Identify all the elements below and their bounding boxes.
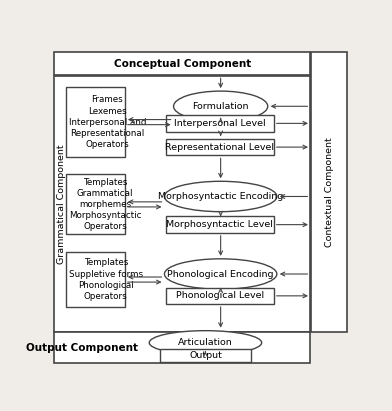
Text: Frames
Lexemes
Interpersonal and
Representational
Operators: Frames Lexemes Interpersonal and Represe… [69,95,146,149]
FancyBboxPatch shape [166,288,274,304]
FancyBboxPatch shape [311,53,347,332]
Text: Templates
Suppletive forms
Phonological
Operators: Templates Suppletive forms Phonological … [69,259,143,301]
Text: Output: Output [189,351,222,360]
FancyBboxPatch shape [54,76,310,332]
Text: Output Component: Output Component [26,343,138,353]
FancyBboxPatch shape [66,87,125,157]
Text: Formulation: Formulation [192,102,249,111]
Text: Phonological Encoding: Phonological Encoding [167,270,274,279]
Text: Interpersonal Level: Interpersonal Level [174,119,266,128]
Ellipse shape [149,331,262,355]
Text: Grammatical Component: Grammatical Component [57,144,65,263]
FancyBboxPatch shape [66,252,125,307]
Ellipse shape [164,181,277,212]
Text: Contextual Component: Contextual Component [325,137,334,247]
Ellipse shape [164,259,277,289]
Text: Representational Level: Representational Level [165,143,274,152]
Text: Morphosyntactic Encoding: Morphosyntactic Encoding [158,192,283,201]
FancyBboxPatch shape [160,349,251,362]
FancyBboxPatch shape [66,174,125,234]
Text: Phonological Level: Phonological Level [176,291,264,300]
Text: Conceptual Component: Conceptual Component [114,59,251,69]
FancyBboxPatch shape [166,217,274,233]
FancyBboxPatch shape [166,139,274,155]
Text: Templates
Grammatical
morphemes
Morphosyntactic
Operators: Templates Grammatical morphemes Morphosy… [69,178,141,231]
Ellipse shape [174,91,268,122]
Text: Articulation: Articulation [178,338,233,347]
FancyBboxPatch shape [54,332,310,363]
FancyBboxPatch shape [166,115,274,132]
FancyBboxPatch shape [54,53,310,75]
Text: Morphosyntactic Level: Morphosyntactic Level [167,220,273,229]
